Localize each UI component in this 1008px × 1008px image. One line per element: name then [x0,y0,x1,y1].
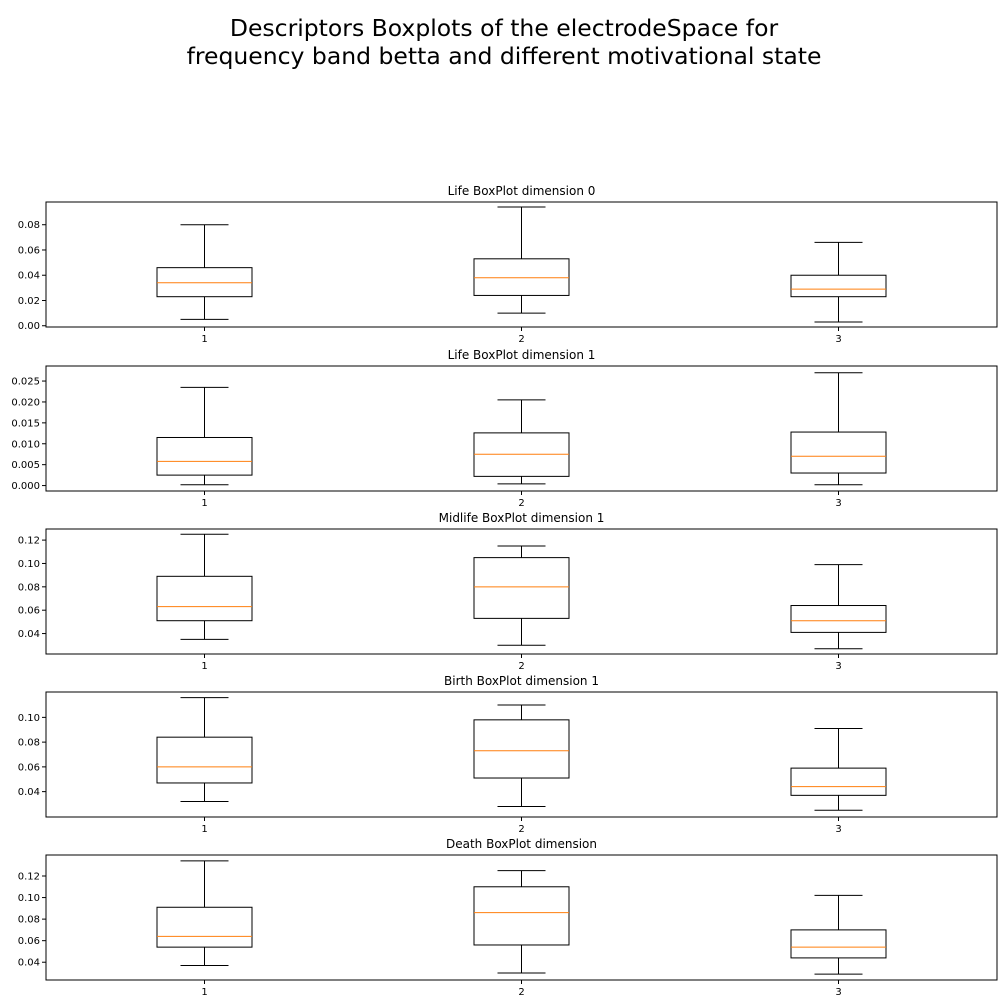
x-tick-label: 1 [201,824,207,835]
x-tick-label: 3 [835,661,841,672]
box-iqr [156,575,253,622]
box-iqr [790,274,887,298]
box-iqr [156,736,253,784]
subplot-title: Midlife BoxPlot dimension 1 [439,511,605,525]
y-tick-label: 0.08 [18,582,40,593]
x-tick-label: 3 [835,824,841,835]
box-iqr [790,767,887,796]
y-tick-label: 0.025 [11,377,40,388]
figure-title: Descriptors Boxplots of the electrodeSpa… [0,14,1008,70]
y-tick-label: 0.12 [18,872,40,883]
y-tick-label: 0.06 [18,245,40,256]
box-iqr [473,258,570,296]
y-tick-label: 0.08 [18,915,40,926]
y-tick-label: 0.04 [18,958,40,969]
y-tick-label: 0.020 [11,397,40,408]
subplot-title: Death BoxPlot dimension [446,837,597,851]
x-tick-label: 1 [201,661,207,672]
x-tick-label: 3 [835,498,841,509]
subplot-title: Birth BoxPlot dimension 1 [444,674,599,688]
y-tick-label: 0.12 [18,536,40,547]
x-tick-label: 1 [201,498,207,509]
box-iqr [473,557,570,619]
subplot-title: Life BoxPlot dimension 0 [448,184,596,198]
y-tick-label: 0.010 [11,439,40,450]
y-tick-label: 0.04 [18,787,40,798]
subplot-title: Life BoxPlot dimension 1 [448,348,596,362]
box-iqr [156,436,253,476]
box-iqr [790,431,887,474]
box-iqr [156,906,253,948]
box-iqr [790,929,887,959]
x-tick-label: 3 [835,334,841,345]
y-tick-label: 0.04 [18,629,40,640]
y-tick-label: 0.06 [18,936,40,947]
x-tick-label: 1 [201,334,207,345]
y-tick-label: 0.005 [11,460,40,471]
box-iqr [790,605,887,633]
y-tick-label: 0.08 [18,220,40,231]
box-iqr [156,267,253,298]
y-tick-label: 0.04 [18,271,40,282]
x-tick-label: 2 [518,661,524,672]
figure-title-line-2: frequency band betta and different motiv… [186,42,822,70]
box-iqr [473,719,570,779]
box-iqr [473,886,570,946]
figure-title-line-1: Descriptors Boxplots of the electrodeSpa… [229,14,779,42]
x-tick-label: 2 [518,824,524,835]
y-tick-label: 0.10 [18,559,40,570]
y-tick-label: 0.08 [18,738,40,749]
y-tick-label: 0.06 [18,762,40,773]
x-tick-label: 3 [835,987,841,998]
y-tick-label: 0.00 [18,321,40,332]
x-tick-label: 1 [201,987,207,998]
y-tick-label: 0.02 [18,296,40,307]
y-tick-label: 0.000 [11,481,40,492]
y-tick-label: 0.10 [18,713,40,724]
x-tick-label: 2 [518,334,524,345]
x-tick-label: 2 [518,498,524,509]
x-tick-label: 2 [518,987,524,998]
y-tick-label: 0.06 [18,606,40,617]
y-tick-label: 0.10 [18,893,40,904]
y-tick-label: 0.015 [11,418,40,429]
